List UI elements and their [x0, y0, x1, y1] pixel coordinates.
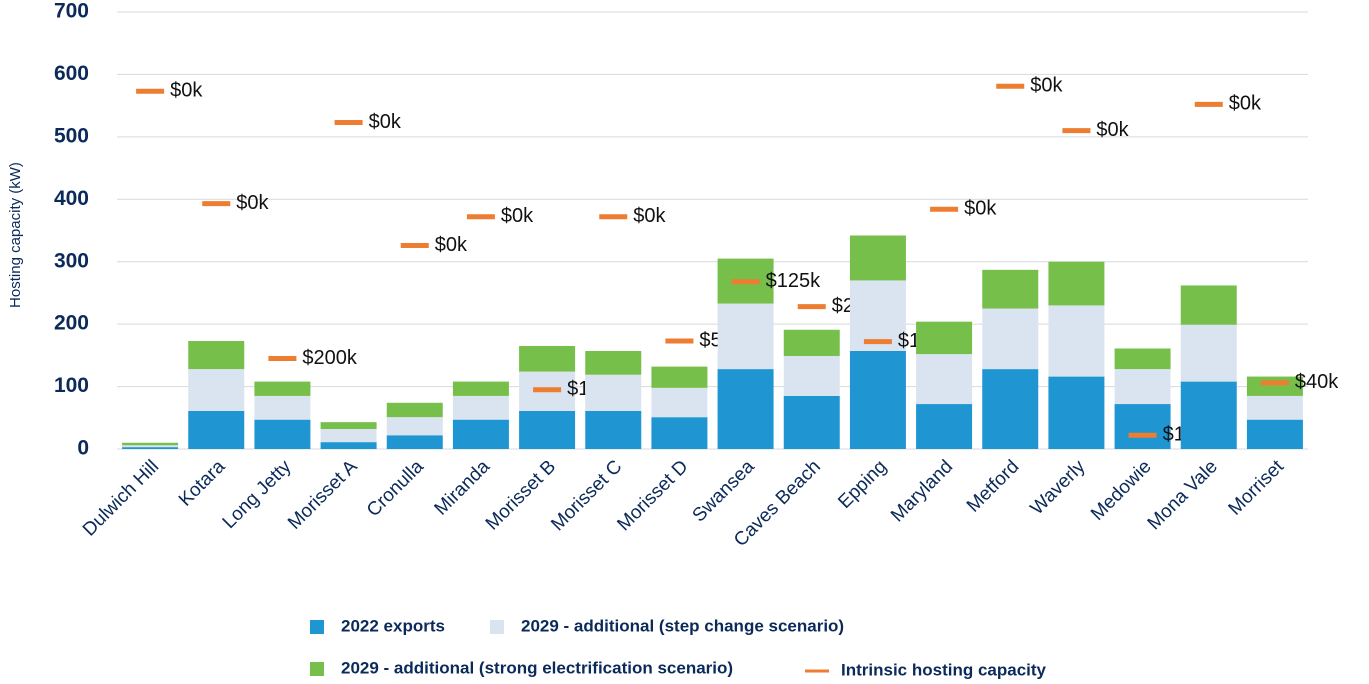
bar-segment: [320, 442, 377, 449]
bar-segment: [585, 374, 642, 411]
legend-label: 2029 - additional (strong electrificatio…: [341, 658, 733, 677]
bar-segment: [386, 402, 443, 418]
bar-segment: [188, 369, 245, 411]
bar-segment: [452, 419, 509, 449]
x-tick-label: Kotara: [175, 456, 230, 511]
bar-segment: [916, 404, 973, 449]
bar-segment: [1180, 285, 1237, 325]
bar-segment: [1048, 376, 1105, 449]
x-tick-label: Long Jetty: [219, 456, 296, 533]
x-tick-label: Metford: [963, 456, 1023, 516]
bar-segment: [783, 395, 840, 449]
y-tick-label: 600: [54, 62, 89, 85]
x-tick-label: Mona Vale: [1144, 456, 1222, 534]
bar-segment: [122, 445, 179, 448]
legend-swatch: [310, 620, 324, 634]
bar-segment: [982, 269, 1039, 309]
bar-segment: [519, 345, 576, 372]
bar-segment: [585, 350, 642, 375]
x-tick-label: Dulwich Hill: [79, 456, 163, 540]
x-tick-label: Waverly: [1027, 456, 1090, 519]
x-tick-label: Maryland: [887, 456, 957, 526]
cost-label: $0k: [964, 198, 997, 220]
bar-segment: [519, 410, 576, 449]
bar-segment: [188, 340, 245, 370]
x-tick-label: Swansea: [689, 456, 759, 526]
bar-segment: [1180, 324, 1237, 382]
legend-label: 2022 exports: [341, 616, 445, 635]
bar-segment: [254, 419, 311, 449]
bar-segment: [1246, 419, 1303, 449]
bar-segment: [1048, 305, 1105, 377]
y-tick-label: 300: [54, 249, 89, 272]
y-tick-label: 0: [77, 437, 89, 460]
bar-segment: [982, 369, 1039, 449]
cost-label: $40k: [1295, 371, 1339, 393]
cost-label: $125k: [766, 270, 821, 292]
bar-segment: [849, 235, 906, 281]
bar-segment: [254, 395, 311, 420]
bar-segment: [916, 321, 973, 355]
legend-swatch: [490, 620, 504, 634]
bar-segment: [717, 303, 774, 370]
y-tick-label: 700: [54, 0, 89, 23]
bar-segment: [849, 350, 906, 449]
cost-label: $0k: [435, 234, 468, 256]
x-tick-label: Morisset D: [613, 456, 692, 535]
cost-label: $0k: [1229, 93, 1262, 115]
bar-segment: [320, 429, 377, 443]
legend-label: 2029 - additional (step change scenario): [521, 616, 844, 635]
bar-segment: [651, 366, 708, 388]
bar-segment: [982, 308, 1039, 370]
legend-swatch: [310, 662, 324, 676]
y-tick-label: 100: [54, 374, 89, 397]
x-tick-label: Cronulla: [363, 456, 428, 521]
bar-segment: [783, 355, 840, 396]
x-tick-label: Morisset A: [284, 456, 362, 534]
bar-segment: [452, 395, 509, 420]
cost-label: $0k: [1096, 119, 1129, 141]
bar-segment: [254, 381, 311, 396]
legend-label: Intrinsic hosting capacity: [841, 660, 1047, 679]
cost-label: $0k: [1030, 75, 1063, 97]
bar-segment: [122, 442, 179, 446]
bar-segment: [1114, 404, 1171, 449]
cost-label: $0k: [501, 205, 534, 227]
cost-label: $0k: [369, 111, 402, 133]
bar-segment: [122, 447, 179, 449]
bar-segment: [783, 329, 840, 356]
y-tick-label: 500: [54, 124, 89, 147]
bar-segment: [1114, 369, 1171, 405]
cost-label: $0k: [633, 205, 666, 227]
y-tick-label: 200: [54, 312, 89, 335]
x-tick-label: Miranda: [431, 456, 495, 520]
cost-label: $0k: [170, 80, 203, 102]
x-tick-label: Medowie: [1087, 456, 1156, 525]
cost-label: $200k: [302, 347, 357, 369]
x-tick-label: Epping: [834, 456, 891, 513]
bar-segment: [320, 422, 377, 430]
bar-segment: [651, 417, 708, 449]
bar-segment: [1246, 395, 1303, 420]
bar-segment: [717, 369, 774, 449]
bar-segment: [188, 410, 245, 449]
x-tick-label: Morriset: [1225, 456, 1289, 520]
bar-segment: [916, 354, 973, 405]
bar-segment: [452, 381, 509, 396]
bar-segment: [386, 417, 443, 436]
bar-segment: [585, 410, 642, 449]
cost-label: $0k: [236, 192, 269, 214]
x-tick-label: Morisset C: [547, 456, 626, 535]
bar-segment: [651, 387, 708, 418]
y-tick-label: 400: [54, 187, 89, 210]
y-axis-label: Hosting capacity (kW): [7, 162, 24, 308]
bar-segment: [1048, 261, 1105, 306]
bar-segment: [386, 435, 443, 449]
bar-segment: [1114, 348, 1171, 370]
bar-segment: [1180, 381, 1237, 449]
